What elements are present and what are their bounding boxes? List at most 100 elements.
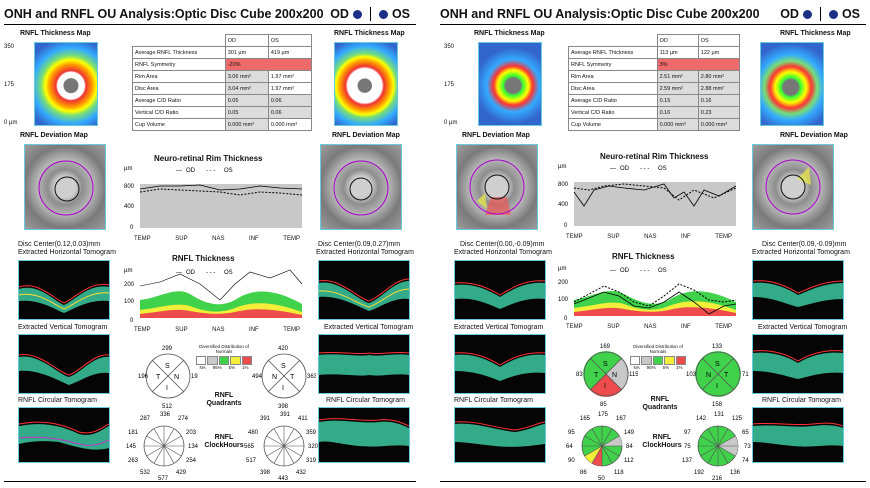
svg-text:0: 0 [130,225,134,231]
svg-text:OS: OS [224,270,233,276]
svg-text:192: 192 [694,470,705,476]
svg-text:134: 134 [188,444,199,450]
svg-text:115: 115 [629,372,638,378]
od-dot-icon [802,9,812,19]
svg-text:OD: OD [186,168,196,174]
os-vertical-tomogram [752,334,844,394]
os-vertical-tomogram [318,334,410,394]
od-label: OD [780,7,799,21]
distribution-legend: Diversified Distribution of Normals NA 95… [196,344,253,370]
od-horizontal-tomogram [454,260,546,320]
svg-text:200: 200 [124,282,135,288]
svg-text:- - -: - - - [206,168,215,174]
os-dot-icon [378,9,388,19]
svg-text:216: 216 [712,476,723,482]
svg-text:N: N [612,372,617,379]
svg-text:µm: µm [558,266,566,272]
svg-text:S: S [281,363,286,370]
svg-text:I: I [716,383,718,390]
svg-text:OS: OS [224,168,233,174]
svg-text:800: 800 [558,182,569,188]
svg-text:319: 319 [306,458,317,464]
svg-text:145: 145 [126,444,137,450]
svg-text:363: 363 [307,374,316,380]
od-thickness-map [34,42,98,126]
svg-text:50: 50 [598,476,605,482]
svg-text:T: T [156,374,161,381]
svg-text:167: 167 [616,416,627,422]
svg-text:- - -: - - - [640,166,649,172]
metrics-table: OD OS Average RNFL Thickness 113 µm 122 µm … [568,34,741,131]
os-thickness-map [760,42,824,126]
svg-text:480: 480 [248,430,259,436]
svg-text:100: 100 [558,297,569,303]
od-vertical-tomogram [18,334,110,394]
svg-text:391: 391 [260,416,271,422]
svg-text:64: 64 [566,444,573,450]
svg-text:86: 86 [580,470,587,476]
svg-text:73: 73 [744,444,751,450]
svg-text:118: 118 [614,470,624,476]
od-thickness-map [478,42,542,126]
svg-text:131: 131 [714,412,725,418]
od-thickness-map-label: RNFL Thickness Map [20,30,91,37]
od-vertical-tomogram [454,334,546,394]
svg-text:181: 181 [128,430,139,436]
od-horizontal-tomogram [18,260,110,320]
report-right: ONH and RNFL OU Analysis:Optic Disc Cube… [440,4,866,482]
svg-text:74: 74 [742,458,749,464]
report-title: ONH and RNFL OU Analysis:Optic Disc Cube… [440,7,760,21]
svg-text:OS: OS [658,268,667,274]
svg-text:T: T [290,374,295,381]
os-circular-tomogram [318,407,410,463]
svg-text:125: 125 [732,416,743,422]
os-thickness-map [334,42,398,126]
svg-text:175: 175 [598,412,609,418]
os-horizontal-tomogram [752,260,844,320]
svg-text:400: 400 [124,204,135,210]
svg-text:274: 274 [178,416,189,422]
svg-text:- - -: - - - [206,270,215,276]
os-thickness-map-label: RNFL Thickness Map [334,30,405,37]
report-title: ONH and RNFL OU Analysis:Optic Disc Cube… [4,7,324,21]
svg-text:359: 359 [306,430,317,436]
svg-text:494: 494 [252,374,263,380]
svg-text:429: 429 [176,470,187,476]
svg-text:320: 320 [308,444,319,450]
svg-text:97: 97 [684,430,691,436]
svg-text:0: 0 [564,223,568,229]
svg-text:411: 411 [298,416,308,422]
svg-text:µm: µm [124,268,132,274]
svg-text:71: 71 [742,372,749,378]
svg-text:432: 432 [296,470,307,476]
svg-text:196: 196 [138,374,149,380]
od-quadrants: ST NI 169 83 115 85 [576,344,638,408]
svg-text:µm: µm [124,166,132,172]
svg-text:532: 532 [140,470,151,476]
svg-text:I: I [166,385,168,392]
svg-text:85: 85 [600,402,607,408]
svg-text:577: 577 [158,476,169,482]
svg-text:- - -: - - - [640,268,649,274]
svg-text:398: 398 [278,404,289,410]
svg-text:—: — [610,268,616,274]
od-label: OD [330,7,349,21]
svg-text:I: I [604,383,606,390]
svg-text:S: S [715,361,720,368]
svg-text:565: 565 [244,444,255,450]
svg-text:T: T [594,372,599,379]
svg-text:S: S [603,361,608,368]
os-quadrants: SN TI 420 494 363 398 [252,346,316,410]
svg-text:N: N [174,374,179,381]
os-horizontal-tomogram [318,260,410,320]
svg-text:391: 391 [280,412,291,418]
svg-text:254: 254 [186,458,197,464]
svg-text:65: 65 [742,430,749,436]
svg-text:T: T [724,372,729,379]
svg-text:287: 287 [140,416,151,422]
od-dot-icon [352,9,362,19]
svg-text:I: I [282,385,284,392]
